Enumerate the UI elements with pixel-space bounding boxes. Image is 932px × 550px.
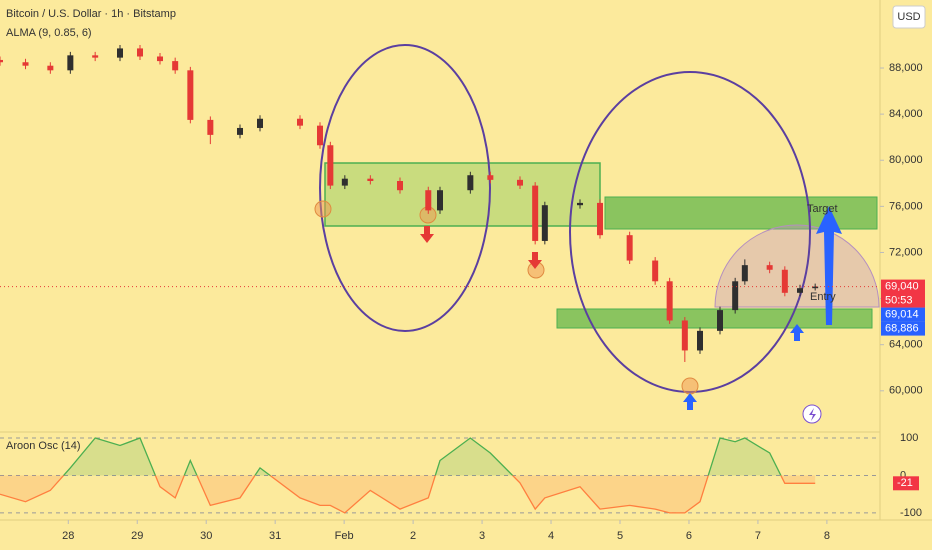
y-tick-label: 88,000 bbox=[889, 62, 923, 74]
down-arrow bbox=[420, 226, 434, 243]
osc-tick-label: 0 bbox=[900, 469, 906, 481]
marker bbox=[681, 377, 699, 395]
osc-area bbox=[0, 475, 816, 513]
candle-body bbox=[92, 55, 99, 58]
candle-body bbox=[425, 190, 432, 211]
up-arrow bbox=[790, 324, 804, 341]
x-tick-label: 6 bbox=[686, 530, 692, 542]
candle-body bbox=[666, 281, 673, 321]
y-tick-label: 72,000 bbox=[889, 246, 923, 258]
entry-box bbox=[556, 308, 873, 329]
indicator-label: ALMA (9, 0.85, 6) bbox=[6, 27, 92, 39]
candle-body bbox=[766, 265, 773, 270]
candle-body bbox=[137, 48, 143, 57]
candle-body bbox=[517, 179, 523, 186]
x-tick-label: 2 bbox=[410, 530, 416, 542]
candle-body bbox=[0, 59, 3, 63]
candle-body bbox=[172, 61, 179, 71]
price-tag-label: 68,886 bbox=[885, 322, 919, 334]
candle-body bbox=[681, 320, 688, 351]
y-tick-label: 60,000 bbox=[889, 385, 923, 397]
candle-body bbox=[297, 118, 303, 126]
candle-body bbox=[487, 175, 494, 180]
x-tick-label: 4 bbox=[548, 530, 554, 542]
osc-tick-label: -100 bbox=[900, 507, 922, 519]
osc-tick-label: 100 bbox=[900, 432, 918, 444]
osc-line bbox=[62, 437, 782, 476]
candle-body bbox=[697, 330, 703, 351]
x-tick-label: 31 bbox=[269, 530, 281, 542]
candle-body bbox=[652, 260, 659, 282]
half-circle bbox=[714, 224, 880, 308]
candle-body bbox=[397, 180, 403, 191]
osc-tag-label: -21 bbox=[897, 477, 913, 489]
price-tag-label: 69,014 bbox=[885, 308, 919, 320]
price-tag bbox=[881, 321, 925, 336]
price-tag bbox=[881, 307, 925, 322]
candle-body bbox=[797, 288, 803, 293]
y-tick-label: 76,000 bbox=[889, 200, 923, 212]
x-tick-label: 29 bbox=[131, 530, 143, 542]
candle-body bbox=[626, 235, 633, 261]
candle-body bbox=[781, 269, 788, 293]
candle-body bbox=[597, 202, 603, 236]
candle-body bbox=[47, 65, 54, 71]
candle-body bbox=[22, 62, 29, 66]
oscillator-label: Aroon Osc (14) bbox=[6, 440, 81, 452]
chart-title: Bitcoin / U.S. Dollar · 1h · Bitstamp bbox=[6, 8, 176, 20]
candle-body bbox=[157, 56, 163, 62]
annotation: Entry bbox=[810, 291, 836, 303]
candle-body bbox=[741, 265, 748, 282]
candle-body bbox=[467, 175, 474, 191]
down-arrow bbox=[528, 252, 542, 269]
candle-body bbox=[437, 190, 443, 211]
candle-body bbox=[367, 178, 374, 181]
candle-body bbox=[257, 118, 263, 128]
y-tick-label: 84,000 bbox=[889, 108, 923, 120]
x-tick-label: 28 bbox=[62, 530, 74, 542]
y-tick-label: 80,000 bbox=[889, 154, 923, 166]
countdown: 50:53 bbox=[885, 294, 913, 306]
price-tag-label: 69,040 bbox=[885, 280, 919, 292]
loop bbox=[319, 44, 491, 332]
currency-button[interactable] bbox=[892, 5, 926, 29]
candle-body bbox=[237, 127, 243, 135]
candle-body bbox=[67, 55, 74, 71]
up-arrow bbox=[683, 393, 697, 410]
x-tick-label: 30 bbox=[200, 530, 212, 542]
x-tick-label: 3 bbox=[479, 530, 485, 542]
marker bbox=[314, 200, 332, 218]
candle-body bbox=[317, 125, 323, 146]
osc-line bbox=[0, 475, 816, 514]
range-box bbox=[324, 162, 601, 227]
candle-body bbox=[541, 205, 548, 241]
candle-body bbox=[207, 119, 214, 135]
price-tag bbox=[881, 279, 925, 308]
annotation: Target bbox=[807, 203, 838, 215]
currency: USD bbox=[897, 11, 920, 23]
x-tick-label: 5 bbox=[617, 530, 623, 542]
candle-body bbox=[341, 178, 348, 186]
y-tick-label: 64,000 bbox=[889, 339, 923, 351]
candle-body bbox=[327, 145, 334, 186]
candle-body bbox=[532, 185, 539, 241]
target-arrow bbox=[816, 206, 842, 325]
candle-body bbox=[117, 48, 123, 58]
candle-body bbox=[187, 70, 194, 120]
candle-body bbox=[732, 281, 739, 311]
candle-body bbox=[812, 286, 819, 289]
x-tick-label: 7 bbox=[755, 530, 761, 542]
x-tick-label: Feb bbox=[335, 530, 354, 542]
x-tick-label: 8 bbox=[824, 530, 830, 542]
osc-tag bbox=[893, 476, 919, 491]
candle-body bbox=[717, 310, 723, 331]
candle-body bbox=[577, 202, 583, 206]
alert-bolt bbox=[809, 408, 816, 421]
